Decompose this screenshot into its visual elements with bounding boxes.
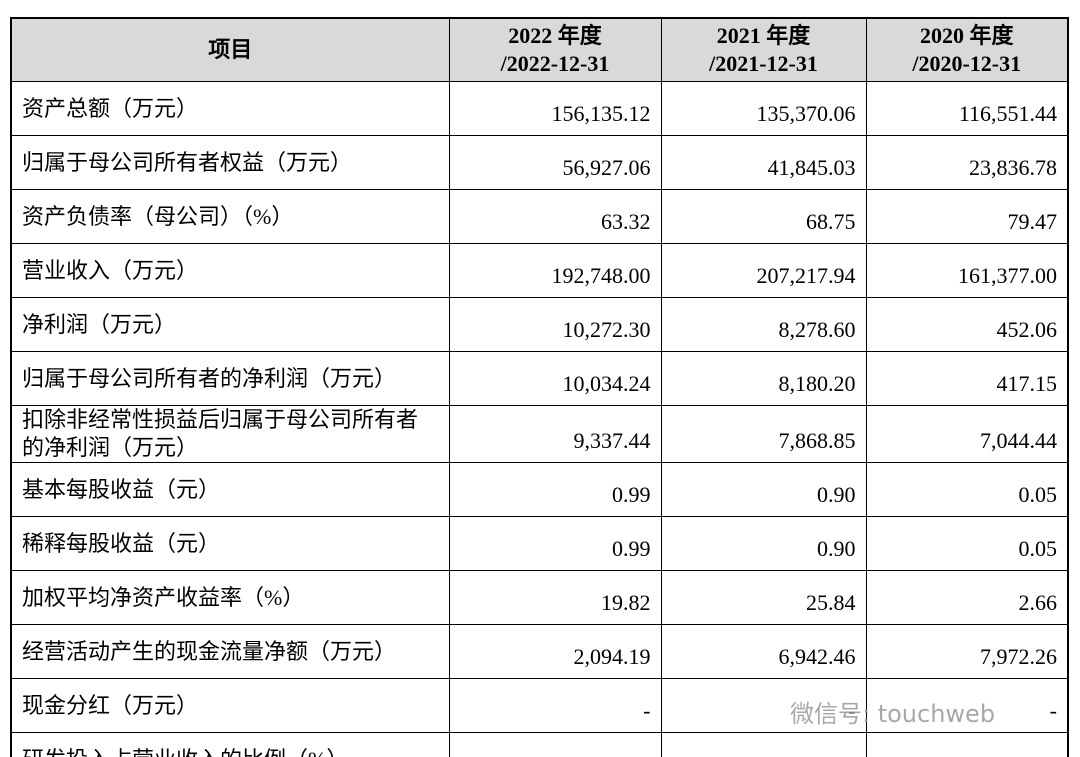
value-cell: 7,972.26 (865, 624, 1069, 679)
period-year: 2021 年度 (716, 23, 811, 48)
value-cell: 135,370.06 (660, 81, 867, 136)
period-date: /2020-12-31 (912, 51, 1022, 76)
table-row: 稀释每股收益（元） 0.99 0.90 0.05 (10, 516, 1069, 571)
table-row: 现金分红（万元） - - - (10, 678, 1069, 733)
value-cell: 156,135.12 (448, 81, 662, 136)
table-row: 净利润（万元） 10,272.30 8,278.60 452.06 (10, 297, 1069, 352)
item-cell: 营业收入（万元） (10, 243, 450, 298)
value-cell: 7,044.44 (865, 405, 1069, 463)
value-cell: 6,942.46 (660, 624, 867, 679)
value-cell: 116,551.44 (865, 81, 1069, 136)
financial-table: 项目 2022 年度/2022-12-31 2021 年度/2021-12-31 2… (10, 17, 1069, 757)
item-cell: 资产总额（万元） (10, 81, 450, 136)
value-cell: 25.84 (660, 570, 867, 625)
value-cell: 10,272.30 (448, 297, 662, 352)
value-cell: 79.47 (865, 189, 1069, 244)
value-cell: 8,278.60 (660, 297, 867, 352)
value-cell: 0.05 (865, 516, 1069, 571)
table-row: 经营活动产生的现金流量净额（万元） 2,094.19 6,942.46 7,972.2… (10, 624, 1069, 679)
item-cell: 基本每股收益（元） (10, 462, 450, 517)
value-cell: 3.30 (660, 732, 867, 757)
table-row: 研发投入占营业收入的比例（%）3.643.304.96 (10, 732, 1069, 757)
value-cell: 19.82 (448, 570, 662, 625)
value-cell: - (448, 678, 662, 733)
table-row: 归属于母公司所有者权益（万元） 56,927.06 41,845.03 23,836.… (10, 135, 1069, 190)
value-cell: 10,034.24 (448, 351, 662, 406)
value-cell: 56,927.06 (448, 135, 662, 190)
value-cell: 2,094.19 (448, 624, 662, 679)
value-cell: 417.15 (865, 351, 1069, 406)
item-cell: 经营活动产生的现金流量净额（万元） (10, 624, 450, 679)
value-cell: 192,748.00 (448, 243, 662, 298)
value-cell: 9,337.44 (448, 405, 662, 463)
value-cell: 8,180.20 (660, 351, 867, 406)
value-cell: 7,868.85 (660, 405, 867, 463)
header-cell: 2022 年度/2022-12-31 (448, 17, 662, 82)
item-cell: 现金分红（万元） (10, 678, 450, 733)
table-row: 扣除非经常性损益后归属于母公司所有者的净利润（万元） 9,337.44 7,868.… (10, 405, 1069, 463)
period-date: /2022-12-31 (500, 51, 610, 76)
item-cell: 净利润（万元） (10, 297, 450, 352)
period-year: 2020 年度 (919, 23, 1014, 48)
value-cell: 23,836.78 (865, 135, 1069, 190)
value-cell: 68.75 (660, 189, 867, 244)
header-cell: 2021 年度/2021-12-31 (660, 17, 867, 82)
item-cell: 稀释每股收益（元） (10, 516, 450, 571)
period-date: /2021-12-31 (709, 51, 818, 76)
table-row: 营业收入（万元） 192,748.00 207,217.94 161,377.00 (10, 243, 1069, 298)
item-cell: 归属于母公司所有者权益（万元） (10, 135, 450, 190)
header-row: 项目 2022 年度/2022-12-31 2021 年度/2021-12-31 2… (10, 17, 1069, 82)
value-cell: 2.66 (865, 570, 1069, 625)
item-cell: 加权平均净资产收益率（%） (10, 570, 450, 625)
table-row: 加权平均净资产收益率（%） 19.82 25.84 2.66 (10, 570, 1069, 625)
value-cell: 0.99 (448, 462, 662, 517)
value-cell: 0.05 (865, 462, 1069, 517)
item-cell: 研发投入占营业收入的比例（%） (10, 732, 450, 757)
value-cell: 4.96 (865, 732, 1069, 757)
value-cell: 0.90 (660, 516, 867, 571)
value-cell: 161,377.00 (865, 243, 1069, 298)
table-row: 资产总额（万元） 156,135.12 135,370.06 116,551.44 (10, 81, 1069, 136)
watermark: 微信号: touchweb (790, 700, 996, 728)
value-cell: 63.32 (448, 189, 662, 244)
item-cell: 归属于母公司所有者的净利润（万元） (10, 351, 450, 406)
header-cell: 2020 年度/2020-12-31 (865, 17, 1069, 82)
value-cell: 3.64 (448, 732, 662, 757)
value-cell: - (865, 678, 1069, 733)
period-year: 2022 年度 (508, 23, 602, 48)
value-cell: 452.06 (865, 297, 1069, 352)
value-cell: 0.99 (448, 516, 662, 571)
value-cell: 41,845.03 (660, 135, 867, 190)
table-row: 基本每股收益（元） 0.99 0.90 0.05 (10, 462, 1069, 517)
item-cell: 资产负债率（母公司）（%） (10, 189, 450, 244)
table-row: 资产负债率（母公司）（%） 63.32 68.75 79.47 (10, 189, 1069, 244)
item-cell: 扣除非经常性损益后归属于母公司所有者的净利润（万元） (10, 405, 450, 463)
value-cell: 0.90 (660, 462, 867, 517)
value-cell: 207,217.94 (660, 243, 867, 298)
header-cell: 项目 (10, 17, 450, 82)
table-row: 归属于母公司所有者的净利润（万元） 10,034.24 8,180.20 417.15 (10, 351, 1069, 406)
table-body: 资产总额（万元） 156,135.12 135,370.06 116,551.44 归属… (10, 81, 1069, 757)
